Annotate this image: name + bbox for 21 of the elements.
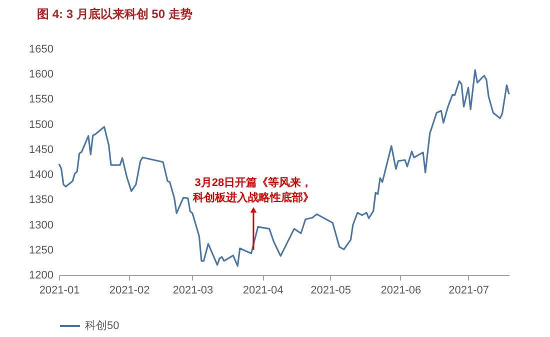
y-tick-label: 1500 (29, 118, 54, 131)
y-tick-label: 1200 (29, 270, 54, 282)
x-tick-label: 2021-06 (380, 284, 422, 296)
y-tick-label: 1400 (29, 169, 54, 182)
y-tick-label: 1300 (29, 219, 54, 232)
x-tick-label: 2021-03 (172, 284, 214, 296)
y-tick-label: 1350 (29, 194, 54, 206)
line-series (58, 69, 510, 267)
y-tick-label: 1650 (29, 44, 54, 56)
legend-label: 科创50 (85, 320, 120, 332)
y-tick-label: 1550 (29, 94, 54, 106)
x-tick-label: 2021-04 (242, 284, 284, 296)
y-tick-label: 1450 (29, 144, 54, 156)
x-tick-label: 2021-05 (310, 284, 352, 296)
x-tick-label: 2021-01 (39, 284, 80, 296)
annotation: 3月28日开篇《等风来，科创板进入战略性底部》 (192, 176, 314, 204)
chart-title: 图 4: 3 月底以来科创 50 走势 (37, 7, 192, 21)
y-tick-label: 1250 (29, 244, 54, 256)
x-tick-label: 2021-07 (448, 284, 489, 296)
x-tick-label: 2021-02 (109, 284, 150, 296)
y-tick-label: 1600 (29, 68, 54, 81)
